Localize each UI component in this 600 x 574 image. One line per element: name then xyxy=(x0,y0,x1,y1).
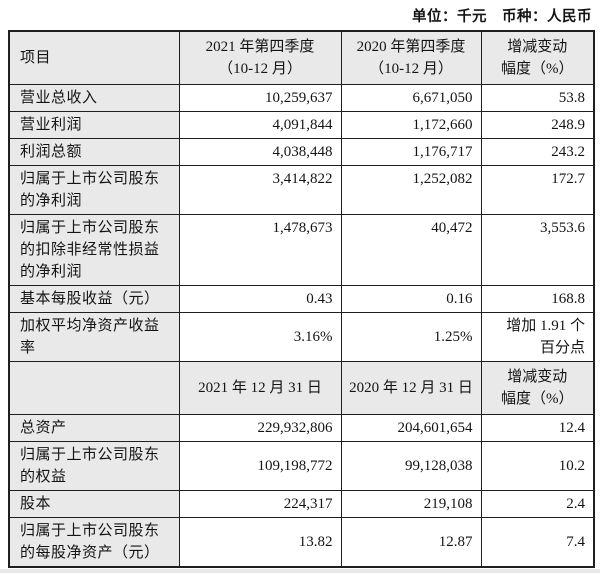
header-line: 2020 年第四季度 xyxy=(356,39,466,55)
col-header-2021-12-31: 2021 年 12 月 31 日 xyxy=(178,361,342,415)
value-2020-yearend: 204,601,654 xyxy=(340,414,482,442)
value-2020-q4: 0.16 xyxy=(340,285,482,313)
value-2021-q4: 1,478,673 xyxy=(178,214,342,286)
value-2021-q4: 3,414,822 xyxy=(178,165,342,215)
value-2020-q4: 1,172,660 xyxy=(340,111,482,139)
col-header-2020-12-31: 2020 年 12 月 31 日 xyxy=(340,361,482,415)
row-label: 归属于上市公司股东的扣除非经常性损益的净利润 xyxy=(8,214,180,286)
value-2021-q4: 3.16% xyxy=(178,312,342,362)
change-value: 3,553.6 xyxy=(480,214,595,286)
meta-line: 单位：千元 币种：人民币 xyxy=(0,0,600,30)
financial-summary-table: 项目 2021 年第四季度 （10-12 月） 2020 年第四季度 （10-1… xyxy=(8,30,595,568)
col-header-change: 增减变动 幅度（%） xyxy=(480,361,595,415)
row-label: 加权平均净资产收益率 xyxy=(8,312,180,362)
row-label: 营业总收入 xyxy=(8,84,180,112)
table-row-net-profit-excl-nonrecurring: 归属于上市公司股东的扣除非经常性损益的净利润 1,478,673 40,472 … xyxy=(8,214,595,286)
header-line: 增减变动 xyxy=(507,39,568,55)
col-header-item: 项目 xyxy=(8,30,180,85)
table-row-equity-attributable: 归属于上市公司股东的权益 109,198,772 99,128,038 10.2 xyxy=(8,441,595,491)
header-line: 幅度（%） xyxy=(501,391,574,407)
change-value: 243.2 xyxy=(480,138,595,166)
change-value: 248.9 xyxy=(480,111,595,139)
row-label: 利润总额 xyxy=(8,138,180,166)
table-row-operating-profit: 营业利润 4,091,844 1,172,660 248.9 xyxy=(8,111,595,139)
row-label: 基本每股收益（元） xyxy=(8,285,180,313)
header-line: 2021 年第四季度 xyxy=(205,39,315,55)
change-value: 7.4 xyxy=(480,517,595,568)
header-line: （10-12 月） xyxy=(218,61,302,77)
value-2020-yearend: 12.87 xyxy=(340,517,482,568)
value-2021-q4: 10,259,637 xyxy=(178,84,342,112)
header-line: 增减变动 xyxy=(507,369,568,385)
value-2021-q4: 4,038,448 xyxy=(178,138,342,166)
table-row-total-profit: 利润总额 4,038,448 1,176,717 243.2 xyxy=(8,138,595,166)
value-2021-q4: 0.43 xyxy=(178,285,342,313)
change-value: 168.8 xyxy=(480,285,595,313)
change-value: 172.7 xyxy=(480,165,595,215)
table-row-total-assets: 总资产 229,932,806 204,601,654 12.4 xyxy=(8,414,595,442)
unit-label: 单位：千元 xyxy=(412,9,487,25)
row-label: 归属于上市公司股东的权益 xyxy=(8,441,180,491)
change-value: 53.8 xyxy=(480,84,595,112)
value-2020-q4: 40,472 xyxy=(340,214,482,286)
row-label: 归属于上市公司股东的净利润 xyxy=(8,165,180,215)
change-value: 增加 1.91 个 百分点 xyxy=(480,312,595,362)
header-line: 幅度（%） xyxy=(501,61,574,77)
row-label: 股本 xyxy=(8,490,180,518)
value-2021-yearend: 224,317 xyxy=(178,490,342,518)
value-2020-q4: 1,176,717 xyxy=(340,138,482,166)
change-value: 10.2 xyxy=(480,441,595,491)
table-row-net-assets-per-share: 归属于上市公司股东的每股净资产（元） 13.82 12.87 7.4 xyxy=(8,517,595,568)
row-label: 营业利润 xyxy=(8,111,180,139)
table-row-total-revenue: 营业总收入 10,259,637 6,671,050 53.8 xyxy=(8,84,595,112)
table-row-basic-eps: 基本每股收益（元） 0.43 0.16 168.8 xyxy=(8,285,595,313)
col-header-item-empty xyxy=(8,361,180,415)
change-value: 12.4 xyxy=(480,414,595,442)
table-row-share-capital: 股本 224,317 219,108 2.4 xyxy=(8,490,595,518)
value-2020-q4: 1,252,082 xyxy=(340,165,482,215)
table-row-weighted-avg-roe: 加权平均净资产收益率 3.16% 1.25% 增加 1.91 个 百分点 xyxy=(8,312,595,362)
table-header-row-yearend: 2021 年 12 月 31 日 2020 年 12 月 31 日 增减变动 幅… xyxy=(8,361,595,415)
value-2021-yearend: 109,198,772 xyxy=(178,441,342,491)
value-2020-yearend: 99,128,038 xyxy=(340,441,482,491)
value-2021-yearend: 13.82 xyxy=(178,517,342,568)
col-header-change: 增减变动 幅度（%） xyxy=(480,30,595,85)
value-2020-yearend: 219,108 xyxy=(340,490,482,518)
value-2020-q4: 1.25% xyxy=(340,312,482,362)
row-label: 归属于上市公司股东的每股净资产（元） xyxy=(8,517,180,568)
table-row-net-profit-attributable: 归属于上市公司股东的净利润 3,414,822 1,252,082 172.7 xyxy=(8,165,595,215)
table-header-row-quarter: 项目 2021 年第四季度 （10-12 月） 2020 年第四季度 （10-1… xyxy=(8,30,595,85)
header-line: （10-12 月） xyxy=(369,61,453,77)
col-header-2020-q4: 2020 年第四季度 （10-12 月） xyxy=(340,30,482,85)
currency-label: 币种：人民币 xyxy=(502,9,592,25)
change-line: 增加 1.91 个 xyxy=(506,318,585,334)
change-value: 2.4 xyxy=(480,490,595,518)
value-2021-yearend: 229,932,806 xyxy=(178,414,342,442)
scan-edge-artifact xyxy=(0,569,600,573)
value-2020-q4: 6,671,050 xyxy=(340,84,482,112)
row-label: 总资产 xyxy=(8,414,180,442)
change-line: 百分点 xyxy=(539,340,585,356)
value-2021-q4: 4,091,844 xyxy=(178,111,342,139)
col-header-2021-q4: 2021 年第四季度 （10-12 月） xyxy=(178,30,342,85)
